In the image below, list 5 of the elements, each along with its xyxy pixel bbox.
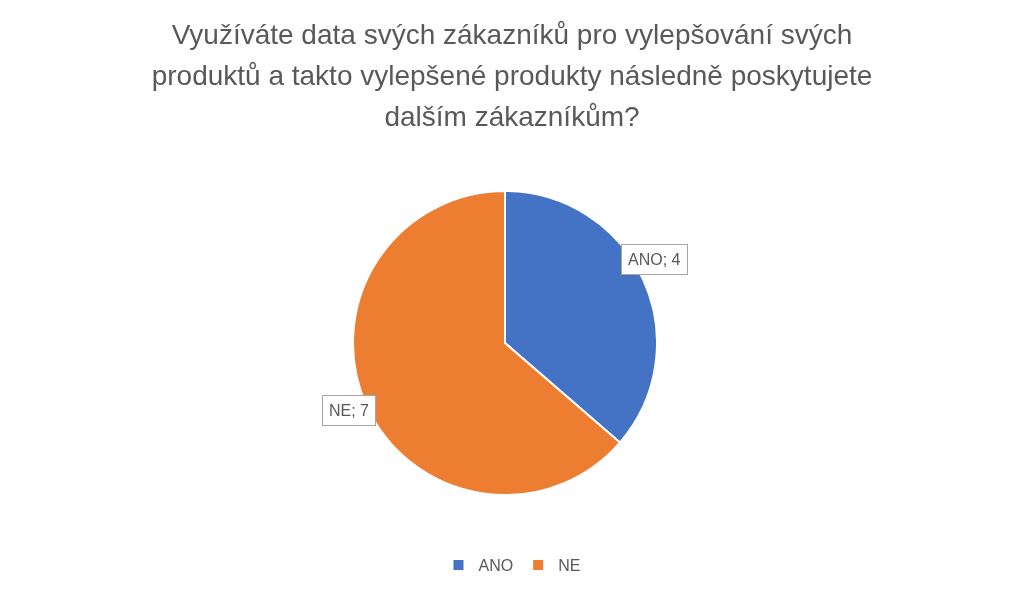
data-label: ANO; 4 xyxy=(628,251,681,268)
chart-title: Využíváte data svých zákazníků pro vylepšování svých produktů a takto vylepšené produkty následně poskytujete dalším zákazníkům? xyxy=(150,18,874,134)
data-label: NE; 7 xyxy=(329,402,370,419)
legend-label: ANO xyxy=(478,557,514,575)
legend-label: NE xyxy=(558,557,581,575)
